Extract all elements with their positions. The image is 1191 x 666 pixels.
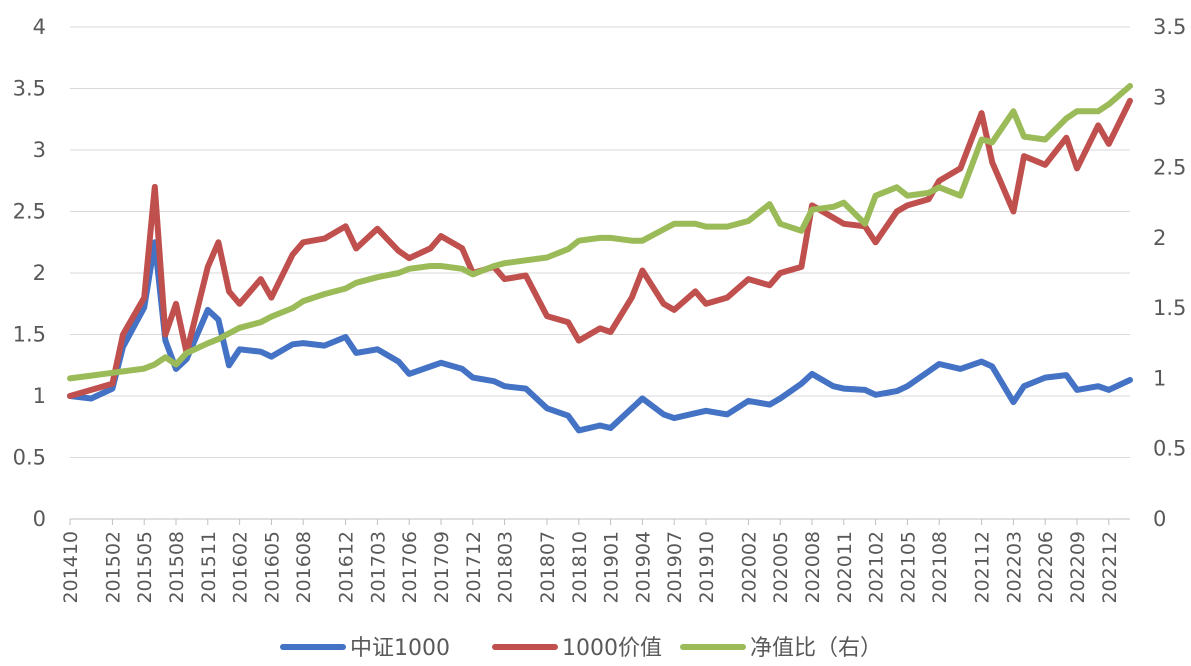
x-tick-label: 201712 bbox=[463, 531, 485, 604]
y-right-tick-label: 0 bbox=[1153, 507, 1166, 531]
x-tick-label: 202005 bbox=[770, 531, 792, 604]
y-right-tick-label: 3.5 bbox=[1153, 15, 1186, 39]
x-tick-label: 202112 bbox=[972, 531, 994, 604]
y-right-tick-label: 3 bbox=[1153, 85, 1166, 109]
y-left-tick-label: 3.5 bbox=[13, 77, 46, 101]
gridlines bbox=[70, 26, 1130, 458]
x-tick-label: 202011 bbox=[834, 531, 856, 604]
y-left-tick-label: 3 bbox=[33, 138, 46, 162]
x-tick-label: 201910 bbox=[696, 531, 718, 604]
x-tick-label: 201505 bbox=[134, 531, 156, 604]
x-tick-label: 202212 bbox=[1099, 531, 1121, 604]
x-tick-label: 202105 bbox=[897, 531, 919, 604]
legend-label-1: 1000价值 bbox=[562, 636, 662, 661]
x-tick-label: 201901 bbox=[601, 531, 623, 604]
x-tick-label: 201602 bbox=[230, 531, 252, 604]
series-lines bbox=[67, 83, 1133, 434]
x-tick-label: 201709 bbox=[431, 531, 453, 604]
x-tick-label: 202203 bbox=[1003, 531, 1025, 604]
x-tick-label: 201608 bbox=[293, 531, 315, 604]
y-left-tick-label: 2 bbox=[33, 261, 46, 285]
x-tick-label: 202209 bbox=[1067, 531, 1089, 604]
x-tick-label: 201703 bbox=[367, 531, 389, 604]
y-left-tick-label: 1 bbox=[33, 384, 46, 408]
series-line-0 bbox=[67, 239, 1133, 434]
x-tick-label: 201605 bbox=[261, 531, 283, 604]
x-tick-label: 201907 bbox=[664, 531, 686, 604]
y-right-tick-label: 2 bbox=[1153, 226, 1166, 250]
series-line-1 bbox=[67, 97, 1133, 399]
y-left-tick-label: 0.5 bbox=[13, 446, 46, 470]
x-tick-label: 201706 bbox=[399, 531, 421, 604]
x-tick-label: 201904 bbox=[632, 531, 654, 604]
x-tick-label: 201803 bbox=[495, 531, 517, 604]
legend-label-0: 中证1000 bbox=[350, 636, 450, 661]
x-tick-label: 202002 bbox=[738, 531, 760, 604]
y-right-tick-label: 1.5 bbox=[1153, 296, 1186, 320]
axes: 0 0.5 1 1.5 2 2.5 3 3.5 4 0 0.5 1 1.5 2 2.5 3 3.5 201410 2… bbox=[13, 15, 1187, 604]
x-tick-label: 201410 bbox=[60, 531, 82, 604]
x-tick-label: 201612 bbox=[336, 531, 358, 604]
x-tick-label: 202108 bbox=[929, 531, 951, 604]
x-tick-label: 202102 bbox=[866, 531, 888, 604]
y-right-tick-label: 0.5 bbox=[1153, 437, 1186, 461]
x-tick-label: 202008 bbox=[802, 531, 824, 604]
legend-label-2: 净值比（右） bbox=[750, 636, 882, 661]
y-left-tick-label: 0 bbox=[33, 507, 46, 531]
x-tick-label: 201807 bbox=[537, 531, 559, 604]
y-left-tick-label: 4 bbox=[33, 15, 46, 39]
x-tick-label: 202206 bbox=[1035, 531, 1057, 604]
y-right-tick-label: 2.5 bbox=[1153, 156, 1186, 180]
series-line-2 bbox=[67, 83, 1133, 382]
legend: 中证1000 1000价值 净值比（右） bbox=[280, 636, 882, 661]
x-tick-label: 201511 bbox=[198, 531, 220, 604]
x-tick-label: 201502 bbox=[102, 531, 124, 604]
x-tick-label: 201810 bbox=[569, 531, 591, 604]
x-tick-label: 201508 bbox=[166, 531, 188, 604]
y-right-tick-label: 1 bbox=[1153, 366, 1166, 390]
y-left-tick-label: 1.5 bbox=[13, 323, 46, 347]
y-left-tick-label: 2.5 bbox=[13, 200, 46, 224]
